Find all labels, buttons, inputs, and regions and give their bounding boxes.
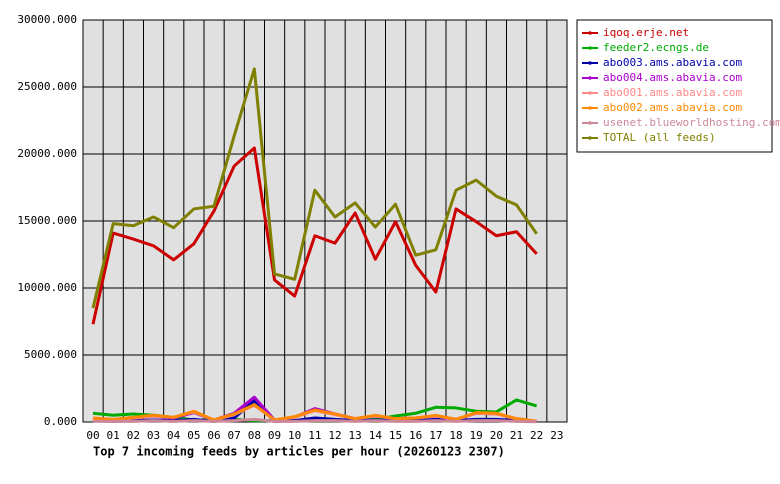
legend-dot <box>588 61 592 65</box>
legend-dot <box>588 91 592 95</box>
x-tick-label: 14 <box>369 429 383 442</box>
x-tick-label: 20 <box>490 429 503 442</box>
x-tick-label: 07 <box>228 429 241 442</box>
legend-box <box>576 19 773 153</box>
series-line <box>93 417 537 424</box>
y-tick-label: 10000.000 <box>17 281 77 294</box>
series-line <box>92 403 537 423</box>
legend-dot <box>588 76 592 80</box>
x-tick-label: 05 <box>187 429 200 442</box>
x-tick-label: 06 <box>207 429 220 442</box>
y-tick-label: 20000.000 <box>17 147 77 160</box>
legend-label: TOTAL (all feeds) <box>603 131 716 144</box>
x-tick-label: 18 <box>449 429 462 442</box>
x-tick-label: 09 <box>268 429 281 442</box>
x-tick-label: 10 <box>288 429 301 442</box>
y-tick-label: 15000.000 <box>17 214 77 227</box>
x-tick-label: 13 <box>349 429 362 442</box>
x-tick-label: 19 <box>470 429 483 442</box>
y-tick-label: 0.000 <box>44 415 77 428</box>
series-line <box>91 146 538 325</box>
x-tick-label: 17 <box>429 429 442 442</box>
legend-dot <box>588 106 592 110</box>
legend-label: usenet.blueworldhosting.com <box>603 116 780 129</box>
y-tick-label: 30000.000 <box>17 13 77 26</box>
x-tick-label: 00 <box>86 429 99 442</box>
legend-dot <box>588 31 592 35</box>
x-tick-label: 15 <box>389 429 402 442</box>
series-line <box>91 67 538 309</box>
legend-label: abo002.ams.abavia.com <box>603 101 742 114</box>
x-tick-label: 08 <box>248 429 261 442</box>
x-tick-label: 11 <box>308 429 321 442</box>
x-tick-label: 04 <box>167 429 181 442</box>
chart-title: Top 7 incoming feeds by articles per hou… <box>93 445 505 459</box>
x-tick-label: 03 <box>147 429 160 442</box>
legend-label: abo004.ams.abavia.com <box>603 71 742 84</box>
y-tick-label: 5000.000 <box>24 348 77 361</box>
x-tick-label: 01 <box>107 429 120 442</box>
legend-label: abo001.ams.abavia.com <box>603 86 742 99</box>
x-tick-label: 16 <box>409 429 422 442</box>
legend-dot <box>588 136 592 140</box>
y-tick-label: 25000.000 <box>17 80 77 93</box>
legend-label: iqoq.erje.net <box>603 26 689 39</box>
legend-dot <box>588 46 592 50</box>
legend-label: feeder2.ecngs.de <box>603 41 709 54</box>
x-tick-label: 12 <box>328 429 341 442</box>
legend-dot <box>588 121 592 125</box>
x-tick-label: 21 <box>510 429 523 442</box>
x-tick-label: 22 <box>530 429 543 442</box>
legend-label: abo003.ams.abavia.com <box>603 56 742 69</box>
x-tick-label: 23 <box>550 429 563 442</box>
x-tick-label: 02 <box>127 429 140 442</box>
